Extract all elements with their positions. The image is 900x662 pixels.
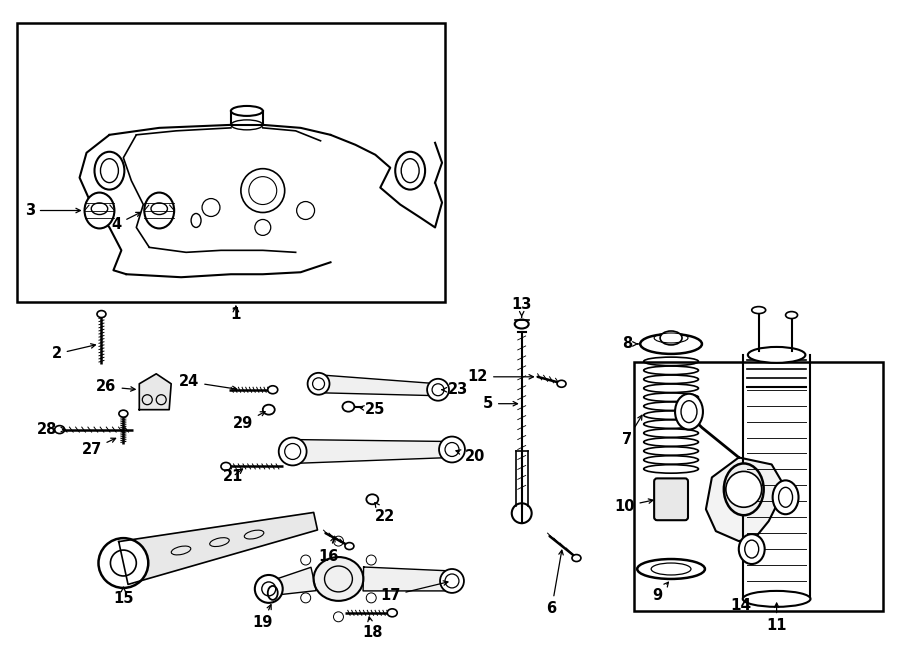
Text: 13: 13 <box>511 297 532 317</box>
Ellipse shape <box>660 331 682 345</box>
Text: 17: 17 <box>380 581 448 603</box>
Ellipse shape <box>263 404 274 414</box>
Ellipse shape <box>752 307 766 314</box>
Ellipse shape <box>724 463 764 515</box>
Polygon shape <box>363 567 452 591</box>
Circle shape <box>440 569 464 593</box>
Ellipse shape <box>395 152 425 189</box>
Text: 2: 2 <box>51 344 95 361</box>
Circle shape <box>255 575 283 603</box>
Text: 29: 29 <box>233 412 266 431</box>
Text: 15: 15 <box>113 587 133 606</box>
Circle shape <box>439 436 465 463</box>
Text: 11: 11 <box>767 603 787 634</box>
Ellipse shape <box>387 609 397 617</box>
Circle shape <box>725 471 761 507</box>
Ellipse shape <box>640 334 702 354</box>
Text: 19: 19 <box>253 604 273 630</box>
Ellipse shape <box>231 120 263 130</box>
Polygon shape <box>292 440 452 463</box>
Text: 27: 27 <box>81 438 115 457</box>
Circle shape <box>279 438 307 465</box>
Text: 7: 7 <box>622 415 642 447</box>
Circle shape <box>308 373 329 395</box>
Ellipse shape <box>772 481 798 514</box>
FancyBboxPatch shape <box>654 479 688 520</box>
Ellipse shape <box>268 586 278 600</box>
Text: 28: 28 <box>37 422 66 437</box>
Polygon shape <box>119 512 318 585</box>
Ellipse shape <box>313 557 364 601</box>
Ellipse shape <box>221 463 231 471</box>
Text: 9: 9 <box>652 582 669 603</box>
Ellipse shape <box>97 310 106 318</box>
Text: 23: 23 <box>442 382 468 397</box>
Text: 24: 24 <box>179 374 237 391</box>
Text: 20: 20 <box>456 449 485 464</box>
Ellipse shape <box>675 394 703 430</box>
Text: 1: 1 <box>230 307 241 322</box>
Circle shape <box>428 379 449 401</box>
Text: 21: 21 <box>222 469 243 484</box>
Text: 25: 25 <box>359 402 385 417</box>
Text: 5: 5 <box>482 396 518 411</box>
Bar <box>17 23 445 302</box>
Text: 26: 26 <box>96 379 135 395</box>
Circle shape <box>98 538 148 588</box>
Polygon shape <box>140 374 171 410</box>
Ellipse shape <box>144 193 175 228</box>
Ellipse shape <box>345 543 354 549</box>
Polygon shape <box>706 457 781 541</box>
Ellipse shape <box>268 386 278 394</box>
Ellipse shape <box>515 320 528 328</box>
Ellipse shape <box>231 106 263 116</box>
Ellipse shape <box>572 555 580 561</box>
Ellipse shape <box>119 410 128 417</box>
Ellipse shape <box>557 380 566 387</box>
Ellipse shape <box>85 193 114 228</box>
Ellipse shape <box>94 152 124 189</box>
Text: 6: 6 <box>546 550 563 616</box>
Ellipse shape <box>55 426 65 434</box>
Ellipse shape <box>637 559 705 579</box>
Text: 16: 16 <box>319 537 338 563</box>
Ellipse shape <box>742 591 811 607</box>
Polygon shape <box>318 375 438 396</box>
Text: 18: 18 <box>362 617 382 640</box>
Text: 4: 4 <box>112 213 140 232</box>
Ellipse shape <box>748 347 806 363</box>
Text: 22: 22 <box>375 502 395 524</box>
Bar <box>634 362 883 611</box>
Ellipse shape <box>786 312 797 318</box>
Ellipse shape <box>343 402 355 412</box>
Text: 3: 3 <box>24 203 80 218</box>
Ellipse shape <box>739 534 765 564</box>
Ellipse shape <box>366 495 378 504</box>
Text: 12: 12 <box>468 369 534 385</box>
Polygon shape <box>267 567 316 596</box>
Text: 10: 10 <box>614 498 653 514</box>
Text: 14: 14 <box>730 598 752 613</box>
Text: 8: 8 <box>622 336 638 352</box>
